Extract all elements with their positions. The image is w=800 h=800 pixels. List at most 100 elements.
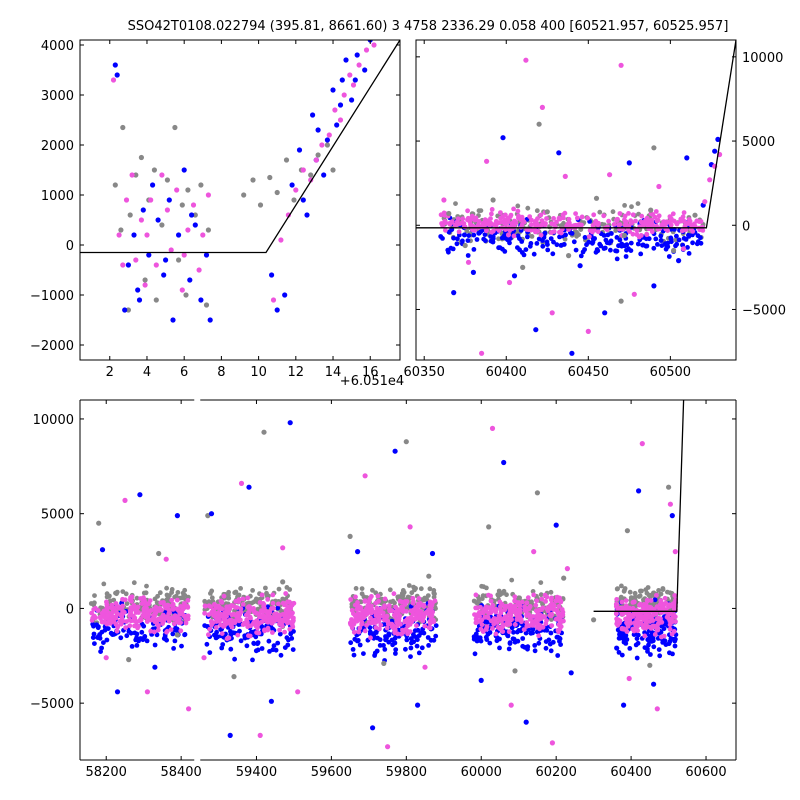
band-point-violet — [240, 596, 246, 602]
band-point-violet — [622, 213, 628, 219]
band-point-violet — [673, 619, 678, 624]
data-point-violet — [341, 92, 347, 98]
band-point-violet — [528, 222, 534, 228]
band-point-violet — [122, 597, 128, 603]
band-point-violet — [625, 621, 630, 627]
data-point-violet — [179, 287, 185, 293]
band-point-blue — [431, 637, 437, 643]
band-point-violet — [543, 599, 548, 604]
band-point-violet — [366, 607, 372, 613]
band-point-violet — [514, 611, 519, 617]
band-point-blue — [271, 643, 277, 649]
band-point-violet — [113, 614, 119, 619]
band-point-violet — [643, 602, 649, 607]
band-point-blue — [416, 650, 422, 656]
band-point-blue — [653, 236, 659, 242]
data-point-blue — [122, 307, 128, 313]
band-point-violet — [515, 208, 521, 214]
data-point-blue — [207, 317, 213, 323]
band-point-violet — [522, 607, 527, 613]
band-point-violet — [430, 600, 435, 606]
band-point-gray — [206, 599, 212, 605]
band-point-violet — [565, 221, 571, 227]
data-point-violet — [270, 297, 277, 303]
band-point-blue — [382, 647, 388, 652]
band-point-violet — [381, 617, 387, 623]
band-point-violet — [443, 227, 448, 233]
band-point-violet — [369, 594, 374, 599]
band-point-blue — [517, 236, 522, 242]
band-point-blue — [550, 639, 556, 645]
band-point-violet — [459, 220, 465, 226]
band-point-violet — [539, 596, 545, 602]
data-point-blue — [310, 112, 316, 118]
data-point-gray — [231, 674, 237, 680]
band-point-violet — [365, 603, 371, 609]
band-point-gray — [610, 209, 616, 215]
band-point-blue — [389, 637, 395, 643]
band-point-blue — [231, 630, 236, 636]
band-point-blue — [530, 630, 535, 636]
band-point-violet — [643, 612, 649, 618]
band-point-blue — [505, 632, 510, 638]
band-point-violet — [390, 623, 396, 629]
data-point-blue — [112, 62, 118, 68]
band-point-violet — [586, 234, 592, 240]
band-point-violet — [144, 619, 150, 624]
band-point-violet — [517, 603, 523, 609]
data-point-violet — [280, 545, 286, 551]
band-point-blue — [475, 635, 481, 640]
band-point-violet — [386, 603, 392, 608]
band-point-blue — [608, 238, 614, 244]
band-point-violet — [213, 605, 219, 610]
band-point-violet — [378, 622, 384, 628]
band-point-blue — [642, 645, 648, 650]
data-point-violet — [186, 706, 192, 712]
band-point-blue — [141, 623, 147, 629]
data-point-violet — [138, 217, 144, 223]
band-point-violet — [429, 613, 435, 618]
band-point-gray — [353, 586, 359, 591]
band-point-violet — [256, 630, 262, 636]
band-point-violet — [548, 597, 554, 603]
band-point-violet — [533, 602, 539, 608]
band-point-violet — [482, 221, 488, 227]
band-point-blue — [573, 247, 579, 253]
band-point-blue — [218, 627, 224, 632]
data-point-blue — [429, 550, 436, 557]
data-point-gray — [192, 212, 198, 218]
band-point-blue — [433, 623, 439, 628]
band-point-blue — [532, 643, 538, 648]
band-point-violet — [542, 614, 547, 620]
band-point-blue — [543, 645, 549, 651]
data-point-violet — [295, 689, 301, 695]
band-point-violet — [549, 230, 554, 235]
band-point-violet — [696, 219, 702, 225]
band-point-violet — [489, 605, 495, 610]
band-point-blue — [202, 623, 208, 628]
data-point-blue — [176, 232, 182, 238]
band-point-violet — [614, 619, 620, 624]
band-point-gray — [152, 596, 158, 602]
band-point-violet — [519, 222, 525, 228]
data-point-violet — [654, 706, 660, 712]
band-point-violet — [527, 214, 533, 220]
band-point-violet — [497, 599, 503, 605]
band-point-blue — [273, 647, 279, 653]
band-point-blue — [433, 633, 439, 639]
band-point-violet — [544, 216, 549, 221]
band-point-violet — [621, 605, 627, 611]
band-point-blue — [171, 646, 177, 651]
data-point-gray — [324, 142, 330, 148]
data-point-blue — [192, 222, 198, 228]
data-point-blue — [140, 207, 146, 213]
data-point-gray — [179, 202, 185, 208]
band-point-violet — [400, 606, 406, 611]
band-point-violet — [488, 598, 494, 604]
band-point-gray — [656, 588, 661, 593]
band-point-blue — [638, 251, 644, 257]
band-point-violet — [668, 222, 674, 228]
band-point-violet — [357, 625, 363, 631]
band-point-blue — [472, 651, 478, 657]
band-point-violet — [231, 611, 237, 617]
